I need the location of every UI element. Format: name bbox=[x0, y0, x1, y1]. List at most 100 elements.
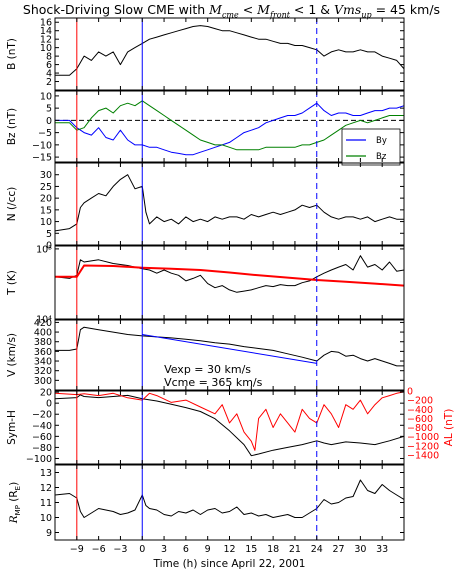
panel-3-frame bbox=[54, 162, 405, 246]
y-tick-label: −100 bbox=[26, 454, 52, 465]
right-y-axis-label: AL (nT) bbox=[443, 409, 455, 447]
y-tick-label: 16 bbox=[40, 18, 52, 29]
y-tick-label: 15 bbox=[40, 205, 52, 216]
y-tick-label: 420 bbox=[34, 318, 52, 329]
panel-4-data bbox=[55, 246, 404, 319]
x-tick-label: 9 bbox=[205, 544, 211, 555]
x-tick-label: 18 bbox=[267, 544, 279, 555]
x-tick-label: −3 bbox=[113, 544, 127, 555]
panel-5-data bbox=[55, 320, 404, 390]
y-tick-label: 12 bbox=[40, 483, 52, 494]
series-line bbox=[142, 334, 317, 364]
y-tick-label: 400 bbox=[34, 328, 52, 339]
panel-6-frame bbox=[54, 390, 405, 465]
panel-7-frame bbox=[54, 464, 405, 541]
x-tick-label: 12 bbox=[223, 544, 235, 555]
panel-6-data bbox=[55, 391, 404, 464]
right-y-tick-label: −1200 bbox=[407, 441, 439, 452]
x-tick-label: 21 bbox=[289, 544, 301, 555]
y-axis-label: V (km/s) bbox=[6, 333, 18, 377]
y-tick-label: 20 bbox=[40, 388, 52, 399]
y-tick-label: 14 bbox=[40, 26, 52, 37]
y-tick-label: 340 bbox=[34, 357, 52, 368]
y-axis-label: N (/cc) bbox=[6, 187, 18, 221]
panel-7-data bbox=[55, 465, 404, 540]
y-tick-label: 5 bbox=[46, 104, 52, 115]
y-tick-label: 25 bbox=[40, 182, 52, 193]
y-axis-label: Bz (nT) bbox=[6, 108, 18, 145]
series-line-by bbox=[55, 102, 404, 156]
y-tick-label: 360 bbox=[34, 347, 52, 358]
panel-1-frame bbox=[54, 17, 405, 91]
right-y-tick-label: 0 bbox=[407, 387, 413, 398]
annotation-text: Vcme = 365 km/s bbox=[164, 376, 263, 389]
legend: By Bz bbox=[341, 128, 401, 166]
y-axis-label: RMP (RE) bbox=[8, 482, 22, 524]
y-tick-label: −10 bbox=[32, 140, 52, 151]
series-line bbox=[55, 391, 404, 451]
series-line bbox=[55, 264, 404, 287]
y-axis-label: B (nT) bbox=[6, 38, 18, 70]
series-line-bz bbox=[55, 100, 404, 151]
panel-3-data bbox=[55, 163, 404, 245]
y-tick-label: 10⁵ bbox=[36, 244, 52, 255]
y-axis-label: T (K) bbox=[6, 270, 18, 296]
legend-label-bz: Bz bbox=[376, 152, 387, 162]
annotation-text: Vexp = 30 km/s bbox=[164, 363, 251, 376]
y-tick-label: 0 bbox=[46, 116, 52, 127]
y-tick-label: 300 bbox=[34, 376, 52, 387]
series-line bbox=[55, 25, 404, 76]
x-tick-label: 30 bbox=[354, 544, 366, 555]
right-y-tick-label: −600 bbox=[407, 414, 433, 425]
x-tick-label: 27 bbox=[333, 544, 345, 555]
y-tick-label: −60 bbox=[32, 432, 52, 443]
series-line bbox=[55, 255, 404, 293]
y-axis-label: Sym-H bbox=[6, 410, 18, 445]
y-tick-label: 9 bbox=[46, 528, 52, 539]
y-tick-label: 30 bbox=[40, 170, 52, 181]
y-tick-label: 11 bbox=[40, 498, 52, 509]
x-tick-label: 15 bbox=[245, 544, 257, 555]
y-tick-label: 20 bbox=[40, 194, 52, 205]
x-tick-label: 24 bbox=[311, 544, 323, 555]
x-tick-label: −6 bbox=[92, 544, 106, 555]
right-y-tick-label: −1400 bbox=[407, 450, 439, 461]
y-tick-label: −20 bbox=[32, 410, 52, 421]
y-tick-label: 5 bbox=[46, 229, 52, 240]
panel-1-data bbox=[55, 18, 404, 90]
y-tick-label: 6 bbox=[46, 60, 52, 71]
y-tick-label: 320 bbox=[34, 366, 52, 377]
y-tick-label: 0 bbox=[46, 241, 52, 252]
y-tick-label: −40 bbox=[32, 421, 52, 432]
y-tick-label: 4 bbox=[46, 69, 52, 80]
right-y-tick-label: −200 bbox=[407, 396, 433, 407]
chart-title: Shock-Driving Slow CME with Mcme < Mfron… bbox=[22, 2, 441, 20]
y-tick-label: 10⁴ bbox=[36, 315, 52, 326]
series-line bbox=[55, 479, 404, 518]
right-y-tick-label: −400 bbox=[407, 405, 433, 416]
y-tick-label: 2 bbox=[46, 77, 52, 88]
y-tick-label: 10 bbox=[40, 43, 52, 54]
legend-box bbox=[341, 128, 401, 166]
y-tick-label: 0 bbox=[46, 399, 52, 410]
panel-2-data bbox=[55, 91, 404, 162]
x-tick-label: −9 bbox=[70, 544, 84, 555]
y-tick-label: −15 bbox=[32, 153, 52, 164]
y-tick-label: 12 bbox=[40, 35, 52, 46]
series-line bbox=[55, 174, 404, 232]
y-tick-label: 8 bbox=[46, 52, 52, 63]
right-y-tick-label: −1000 bbox=[407, 432, 439, 443]
y-tick-label: 10 bbox=[40, 217, 52, 228]
x-tick-label: 33 bbox=[376, 544, 388, 555]
y-tick-label: 10 bbox=[40, 91, 52, 102]
y-tick-label: 13 bbox=[40, 468, 52, 479]
right-y-tick-label: −800 bbox=[407, 423, 433, 434]
y-tick-label: −80 bbox=[32, 443, 52, 454]
legend-label-by: By bbox=[376, 136, 387, 146]
series-line bbox=[55, 326, 404, 367]
x-tick-label: 3 bbox=[161, 544, 167, 555]
y-tick-label: −5 bbox=[38, 128, 52, 139]
y-tick-label: 380 bbox=[34, 337, 52, 348]
